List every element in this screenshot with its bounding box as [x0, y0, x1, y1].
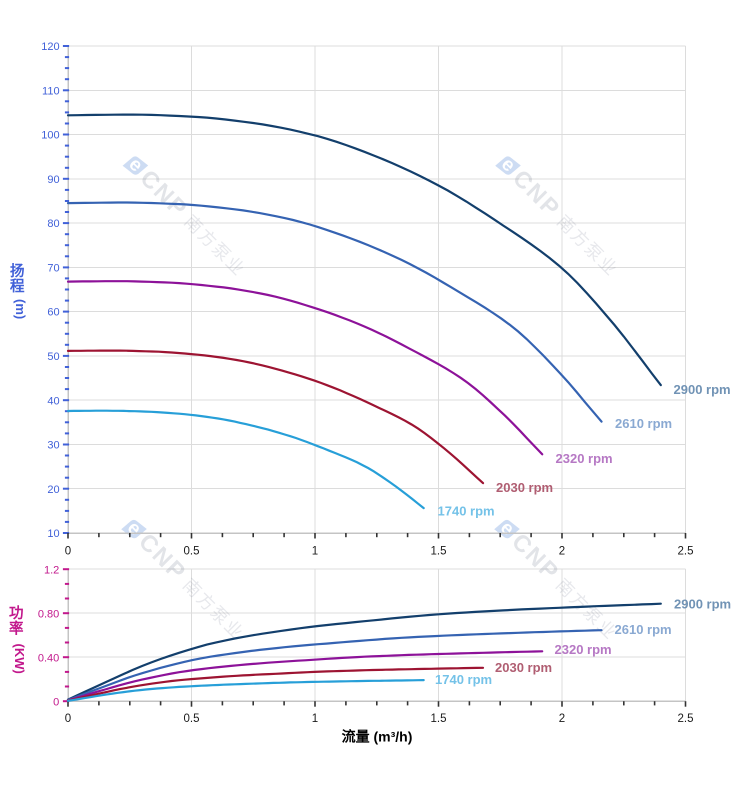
svg-text:120: 120 [41, 41, 59, 53]
svg-text:率: 率 [9, 620, 24, 638]
svg-text:110: 110 [42, 85, 60, 97]
svg-text:2: 2 [559, 713, 565, 725]
svg-text:(KW): (KW) [12, 644, 27, 674]
svg-text:50: 50 [47, 351, 59, 363]
svg-text:功: 功 [9, 605, 24, 622]
svg-text:1740 rpm: 1740 rpm [435, 672, 492, 687]
svg-text:2900 rpm: 2900 rpm [674, 596, 731, 611]
svg-text:2030 rpm: 2030 rpm [495, 660, 552, 675]
svg-text:2320 rpm: 2320 rpm [556, 451, 613, 466]
svg-text:30: 30 [47, 440, 59, 452]
svg-text:1.2: 1.2 [44, 564, 59, 576]
svg-text:0.5: 0.5 [184, 713, 200, 725]
svg-text:2900 rpm: 2900 rpm [674, 382, 731, 397]
svg-text:2610 rpm: 2610 rpm [615, 416, 672, 431]
svg-text:2320 rpm: 2320 rpm [555, 642, 612, 657]
svg-text:1740 rpm: 1740 rpm [438, 504, 495, 519]
svg-text:程: 程 [10, 278, 25, 295]
svg-text:流量 (m³/h): 流量 (m³/h) [342, 728, 413, 744]
svg-text:40: 40 [47, 395, 59, 407]
svg-text:(m): (m) [13, 299, 28, 319]
svg-text:2030 rpm: 2030 rpm [496, 480, 553, 495]
svg-text:1.5: 1.5 [431, 546, 447, 558]
svg-text:0.80: 0.80 [38, 608, 59, 620]
svg-text:80: 80 [47, 218, 59, 230]
svg-text:0: 0 [65, 713, 71, 725]
svg-text:2610 rpm: 2610 rpm [615, 622, 672, 637]
svg-text:0: 0 [65, 546, 71, 558]
svg-text:70: 70 [47, 262, 59, 274]
svg-text:0: 0 [53, 696, 59, 708]
svg-text:60: 60 [47, 307, 59, 319]
svg-text:2.5: 2.5 [678, 546, 694, 558]
svg-text:90: 90 [47, 174, 59, 186]
svg-text:1: 1 [312, 546, 318, 558]
svg-text:10: 10 [47, 528, 59, 540]
svg-text:100: 100 [41, 130, 59, 142]
svg-text:0.5: 0.5 [184, 546, 200, 558]
svg-text:0.40: 0.40 [38, 652, 59, 664]
svg-text:20: 20 [47, 484, 59, 496]
svg-text:1.5: 1.5 [431, 713, 447, 725]
svg-text:2: 2 [559, 546, 565, 558]
svg-text:扬: 扬 [10, 262, 25, 280]
svg-text:1: 1 [312, 713, 318, 725]
svg-text:2.5: 2.5 [678, 713, 694, 725]
